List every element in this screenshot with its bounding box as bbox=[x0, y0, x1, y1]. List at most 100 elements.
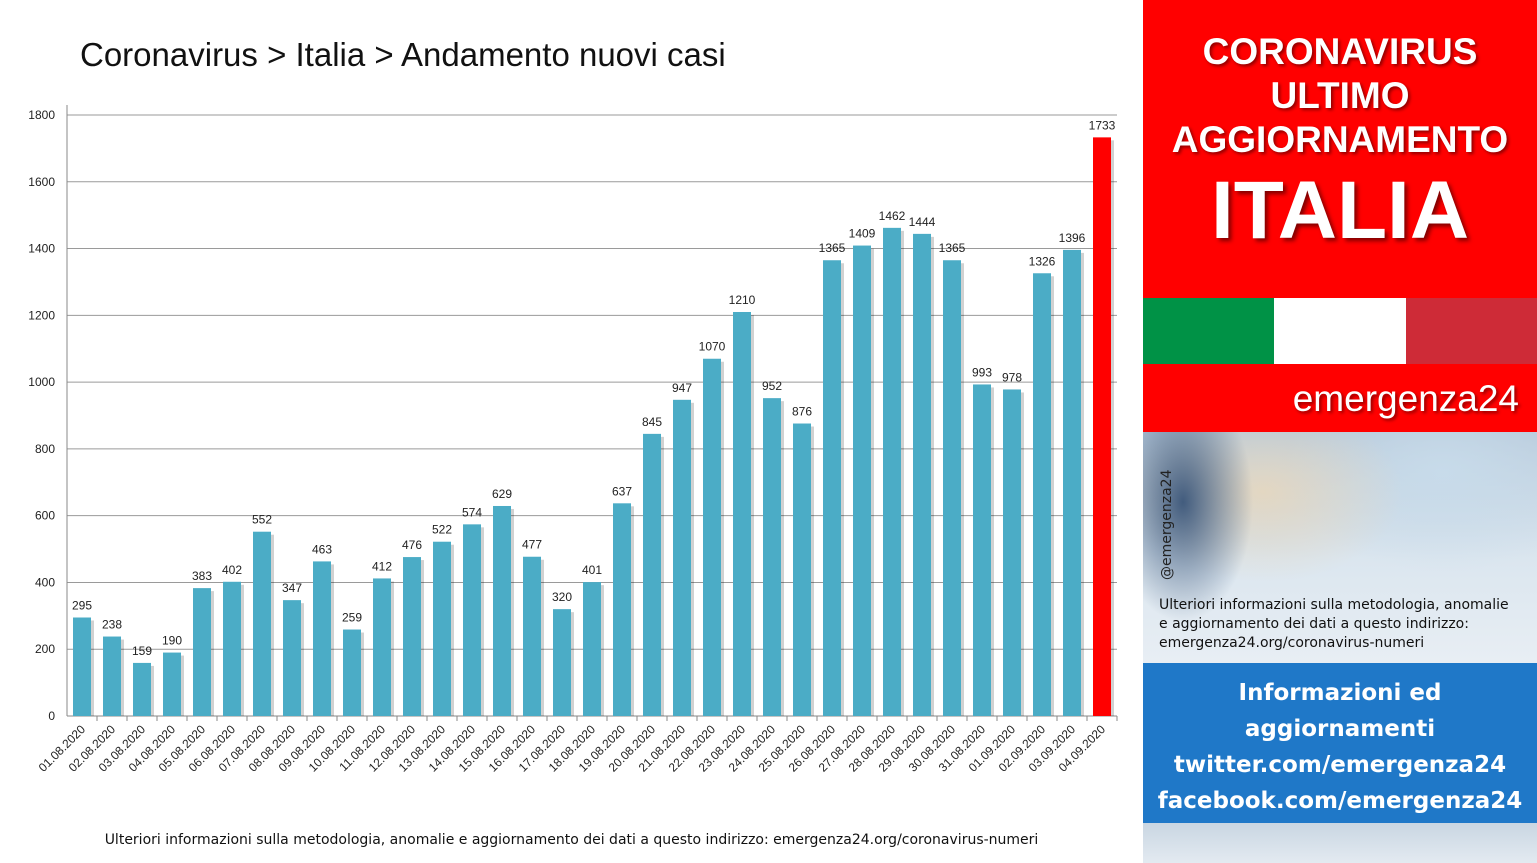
bar bbox=[763, 398, 781, 716]
background-photo: @emergenza24 Ulteriori informazioni sull… bbox=[1143, 432, 1537, 663]
bar bbox=[223, 581, 241, 716]
data-label: 295 bbox=[72, 599, 92, 613]
info-line: Informazioni ed bbox=[1238, 680, 1442, 706]
header-line-2: ULTIMO bbox=[1270, 75, 1410, 116]
bottom-strip bbox=[1143, 823, 1537, 863]
bar bbox=[823, 260, 841, 716]
sidebar: CORONAVIRUS ULTIMO AGGIORNAMENTO ITALIA … bbox=[1143, 0, 1537, 863]
bar bbox=[163, 652, 181, 716]
y-tick-label: 1000 bbox=[28, 375, 55, 389]
header-line-3: AGGIORNAMENTO bbox=[1171, 119, 1509, 160]
bar bbox=[943, 260, 961, 716]
data-label: 477 bbox=[522, 538, 542, 552]
data-label: 1210 bbox=[729, 293, 756, 307]
data-label: 1409 bbox=[849, 227, 876, 241]
data-label: 463 bbox=[312, 542, 332, 556]
data-label: 159 bbox=[132, 644, 152, 658]
data-label: 383 bbox=[192, 569, 212, 583]
y-tick-label: 200 bbox=[35, 642, 55, 656]
bar bbox=[433, 541, 451, 716]
data-label: 1733 bbox=[1089, 118, 1116, 132]
bar bbox=[403, 557, 421, 716]
facebook-link[interactable]: facebook.com/emergenza24 bbox=[1157, 788, 1523, 814]
bar bbox=[1063, 249, 1081, 716]
data-label: 629 bbox=[492, 487, 512, 501]
data-label: 259 bbox=[342, 611, 362, 625]
data-label: 347 bbox=[282, 581, 302, 595]
chart-title: Coronavirus > Italia > Andamento nuovi c… bbox=[80, 36, 726, 73]
y-tick-label: 600 bbox=[35, 509, 55, 523]
bar bbox=[103, 636, 121, 716]
data-label: 845 bbox=[642, 415, 662, 429]
bar bbox=[283, 600, 301, 716]
data-label: 476 bbox=[402, 538, 422, 552]
data-label: 1462 bbox=[879, 209, 906, 223]
data-label: 552 bbox=[252, 513, 272, 527]
methodology-note-line: emergenza24.org/coronavirus-numeri bbox=[1159, 635, 1425, 651]
bar bbox=[703, 358, 721, 716]
bar bbox=[1093, 137, 1111, 717]
data-label: 978 bbox=[1002, 370, 1022, 384]
italian-flag bbox=[1143, 298, 1537, 364]
info-line: aggiornamenti bbox=[1244, 716, 1436, 742]
bar bbox=[493, 505, 511, 716]
y-tick-label: 1800 bbox=[28, 108, 55, 122]
data-label: 1326 bbox=[1029, 254, 1056, 268]
y-tick-label: 1200 bbox=[28, 308, 55, 322]
data-label: 190 bbox=[162, 634, 182, 648]
flag-red-stripe bbox=[1405, 298, 1537, 364]
bar bbox=[883, 227, 901, 717]
bar bbox=[553, 609, 571, 716]
header-line-1: CORONAVIRUS bbox=[1202, 31, 1478, 72]
flag-green-stripe bbox=[1143, 298, 1275, 364]
bar bbox=[613, 503, 631, 716]
bar bbox=[373, 578, 391, 716]
data-label: 1444 bbox=[909, 215, 936, 229]
data-label: 401 bbox=[582, 563, 602, 577]
data-label: 993 bbox=[972, 365, 992, 379]
data-label: 1365 bbox=[819, 241, 846, 255]
data-label: 402 bbox=[222, 563, 242, 577]
bar bbox=[913, 233, 931, 716]
data-label: 876 bbox=[792, 405, 812, 419]
methodology-note-line: Ulteriori informazioni sulla metodologia… bbox=[1159, 597, 1509, 613]
bar bbox=[583, 582, 601, 716]
bar bbox=[793, 423, 811, 716]
data-label: 1365 bbox=[939, 241, 966, 255]
brand-name: emergenza24 bbox=[1143, 364, 1537, 432]
methodology-note: Ulteriori informazioni sulla metodologia… bbox=[1159, 596, 1531, 653]
bar bbox=[253, 531, 271, 716]
data-label: 1396 bbox=[1059, 231, 1086, 245]
bar bbox=[673, 399, 691, 716]
data-label: 947 bbox=[672, 381, 692, 395]
bar bbox=[973, 384, 991, 716]
y-tick-label: 800 bbox=[35, 442, 55, 456]
country-title: ITALIA bbox=[1210, 165, 1470, 256]
bar bbox=[343, 629, 361, 716]
twitter-link[interactable]: twitter.com/emergenza24 bbox=[1173, 752, 1507, 778]
bar-chart: 02004006008001000120014001600180029501.0… bbox=[28, 105, 1118, 775]
bar bbox=[523, 556, 541, 716]
bar bbox=[733, 311, 751, 716]
data-label: 637 bbox=[612, 484, 632, 498]
bar bbox=[853, 245, 871, 717]
bar bbox=[193, 588, 211, 716]
header-box: CORONAVIRUS ULTIMO AGGIORNAMENTO ITALIA bbox=[1143, 0, 1537, 298]
social-handle: @emergenza24 bbox=[1159, 469, 1175, 581]
bar bbox=[1033, 273, 1051, 716]
bar bbox=[463, 524, 481, 716]
data-label: 952 bbox=[762, 379, 782, 393]
y-tick-label: 1400 bbox=[28, 242, 55, 256]
y-tick-label: 400 bbox=[35, 575, 55, 589]
social-info-box: Informazioni ed aggiornamenti twitter.co… bbox=[1143, 663, 1537, 823]
data-label: 238 bbox=[102, 618, 122, 632]
chart-panel: Coronavirus > Italia > Andamento nuovi c… bbox=[28, 36, 1118, 848]
bar bbox=[133, 662, 151, 716]
data-label: 574 bbox=[462, 505, 482, 519]
data-label: 522 bbox=[432, 523, 452, 537]
flag-white-stripe bbox=[1274, 298, 1406, 364]
y-tick-label: 1600 bbox=[28, 175, 55, 189]
data-label: 1070 bbox=[699, 340, 726, 354]
footnote: Ulteriori informazioni sulla metodologia… bbox=[104, 832, 1039, 848]
bar bbox=[313, 561, 331, 716]
